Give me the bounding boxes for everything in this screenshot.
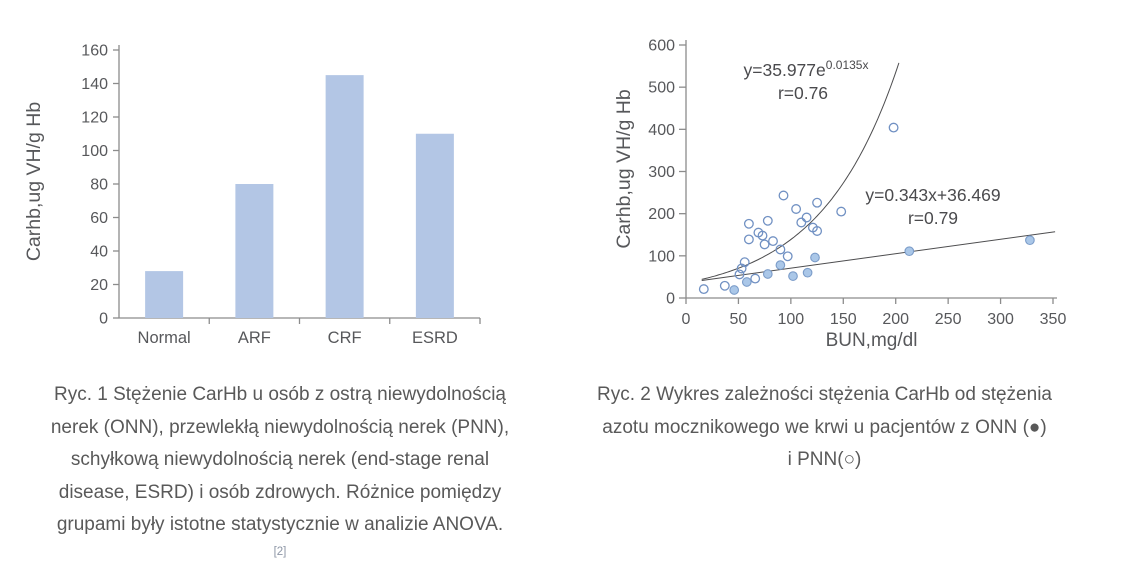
caption-line: i PNN(○) [787, 449, 862, 470]
scatter-point-pnn [743, 234, 754, 245]
scatter-point-pnn [759, 239, 770, 250]
y-axis-title: Carhb,ug VH/g Hb [613, 89, 635, 248]
r-value-linear: r=0.79 [908, 208, 958, 228]
equation-exponential: y=35.977e0.0135x [744, 58, 869, 80]
bar-chart-carhb-groups: 0 20 40 60 80 100 120 140 160 Normal ARF CRF ESRD Car… [23, 43, 481, 347]
scatter-point-pnn [812, 197, 823, 208]
scatter-point-onn [788, 271, 798, 281]
y-tick-label: 400 [648, 122, 675, 139]
scatter-point-pnn [801, 212, 812, 223]
scatter-point-pnn [698, 284, 709, 295]
bar-crf [325, 75, 364, 318]
scatter-point-pnn [791, 204, 802, 214]
scatter-point-pnn [736, 263, 747, 274]
scatter-point-pnn [743, 218, 754, 229]
scatter-point-onn [802, 267, 813, 278]
y-tick-label: 60 [90, 210, 108, 227]
fit-curve-exponential [701, 62, 900, 280]
scatter-point-pnn [796, 217, 807, 228]
scatter-point-onn [904, 246, 915, 257]
equation-linear: y=0.343x+36.469 [865, 185, 1000, 205]
scatter-point-onn [741, 277, 752, 287]
y-tick-label: 80 [90, 177, 108, 194]
x-tick-label: 100 [778, 311, 805, 328]
citation-ref: [2] [273, 545, 287, 558]
scatter-point-pnn [719, 280, 730, 291]
bar-arf [235, 184, 274, 318]
y-tick-label: 0 [99, 311, 108, 328]
x-category-label: ARF [238, 329, 271, 347]
caption-line: grupami były istotne statystycznie w ana… [56, 514, 504, 535]
scatter-point-pnn [812, 226, 823, 236]
y-tick-label: 160 [81, 43, 108, 60]
caption-line: Ryc. 1 Stężenie CarHb u osób z ostrą nie… [53, 384, 506, 405]
caption-line: Ryc. 2 Wykres zależności stężenia CarHb … [597, 384, 1052, 405]
y-tick-label: 140 [81, 76, 108, 93]
y-tick-label: 100 [648, 248, 675, 265]
y-tick-label: 0 [666, 291, 675, 308]
scatter-point-pnn [768, 236, 778, 247]
figure-2: 0 100 200 300 400 500 600 0 50 100 150 200 250 300 350… [560, 0, 1129, 477]
scatter-point-pnn [739, 257, 750, 268]
y-tick-label: 20 [90, 277, 108, 294]
x-category-label: CRF [328, 329, 362, 347]
scatter-point-pnn [762, 215, 773, 226]
x-axis-title: BUN,mg/dl [826, 330, 918, 351]
scatter-point-pnn [775, 244, 786, 255]
scatter-point-pnn [782, 251, 793, 262]
x-tick-label: 50 [730, 311, 748, 328]
fit-line-linear [701, 231, 1056, 281]
caption-line: nerek (ONN), przewlekłą niewydolnością n… [50, 416, 510, 438]
y-tick-label: 120 [81, 110, 108, 127]
scatter-point-pnn [778, 190, 789, 201]
scatter-point-onn [1025, 235, 1035, 246]
bar-normal [145, 271, 184, 318]
x-tick-label: 0 [682, 311, 691, 328]
y-tick-label: 600 [648, 38, 675, 55]
x-category-label: ESRD [412, 329, 458, 347]
scatter-point-pnn [750, 273, 761, 284]
scatter-point-pnn [757, 230, 768, 241]
figure-2-caption: Ryc. 2 Wykres zależności stężenia CarHb … [560, 379, 1089, 477]
x-tick-label: 150 [830, 311, 857, 328]
x-category-label: Normal [138, 329, 191, 347]
r-value-exponential: r=0.76 [778, 83, 828, 103]
caption-line: azotu mocznikowego we krwi u pacjentów z… [602, 416, 1047, 438]
y-axis-title: Carhb,ug VH/g Hb [23, 102, 45, 261]
x-tick-label: 200 [882, 311, 909, 328]
scatter-point-pnn [836, 206, 847, 217]
scatter-point-pnn [734, 269, 745, 280]
figure-1-caption: Ryc. 1 Stężenie CarHb u osób z ostrą nie… [2, 379, 558, 542]
x-tick-label: 300 [987, 311, 1014, 328]
scatter-chart-carhb-bun: 0 100 200 300 400 500 600 0 50 100 150 200 250 300 350… [613, 38, 1067, 352]
x-tick-label: 250 [935, 311, 962, 328]
figure-1: 0 20 40 60 80 100 120 140 160 Normal ARF CRF ESRD Car… [2, 0, 558, 558]
y-tick-label: 40 [90, 244, 108, 261]
scatter-point-onn [762, 269, 773, 279]
y-tick-label: 500 [648, 80, 675, 97]
caption-line: disease, ESRD) i osób zdrowych. Różnice … [58, 481, 502, 503]
scatter-point-onn [810, 252, 820, 263]
scatter-point-pnn [888, 122, 899, 133]
scatter-point-onn [729, 285, 740, 295]
y-tick-label: 300 [648, 164, 675, 181]
x-tick-label: 350 [1040, 311, 1067, 328]
scatter-point-onn [775, 260, 786, 270]
y-tick-label: 100 [81, 143, 108, 160]
caption-line: schyłkową niewydolnością nerek (end-stag… [70, 449, 490, 470]
y-tick-label: 200 [648, 206, 675, 223]
bar-esrd [415, 133, 454, 318]
